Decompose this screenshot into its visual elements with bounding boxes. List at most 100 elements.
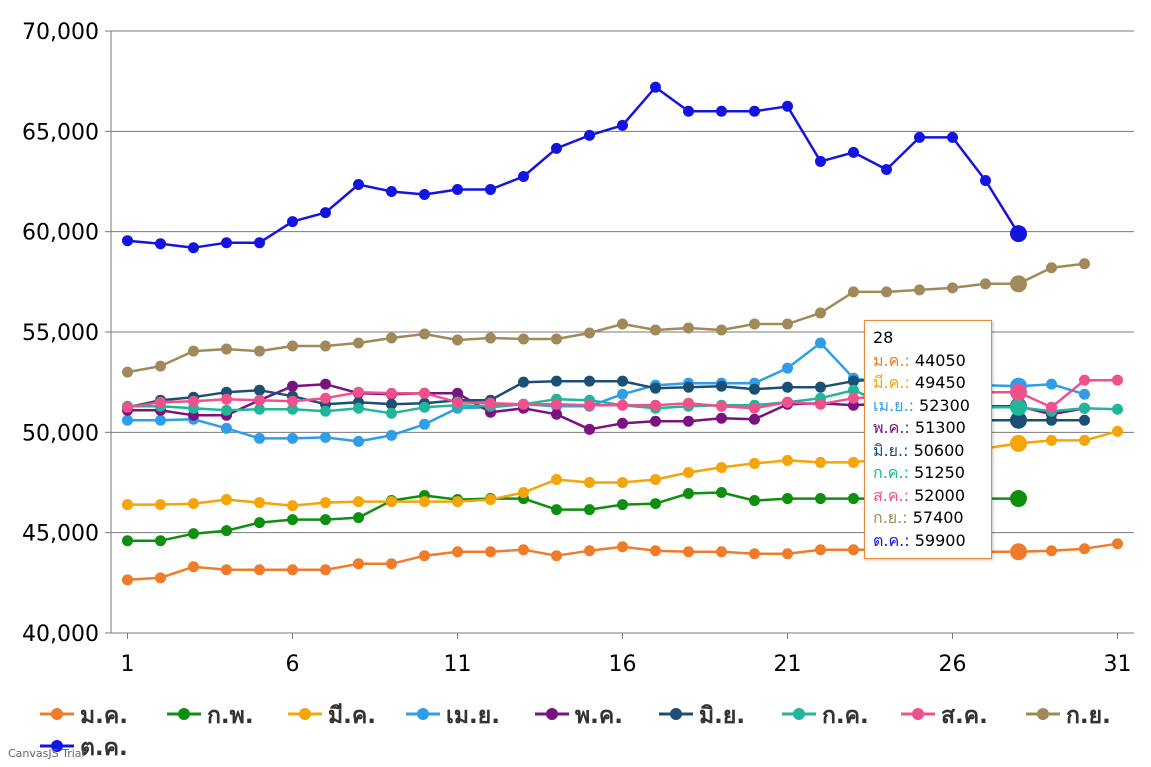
data-point[interactable] [584,129,595,141]
data-point[interactable] [419,401,430,413]
data-point[interactable] [485,397,496,409]
data-point[interactable] [320,431,331,443]
data-point[interactable] [683,546,694,558]
data-point[interactable] [221,525,232,537]
data-point[interactable] [122,535,133,547]
data-point[interactable] [716,400,727,412]
data-point[interactable] [914,131,925,143]
data-point[interactable] [914,284,925,296]
data-point[interactable] [815,337,826,349]
data-point[interactable] [1112,425,1123,437]
data-point[interactable] [848,544,859,556]
data-point[interactable] [1079,388,1090,400]
data-point[interactable] [683,466,694,478]
data-point[interactable] [1010,434,1027,452]
data-point[interactable] [683,105,694,117]
data-point[interactable] [1079,374,1090,386]
data-point[interactable] [353,435,364,447]
data-point[interactable] [1046,414,1057,426]
data-point[interactable] [386,407,397,419]
data-point[interactable] [221,494,232,506]
data-point[interactable] [1112,374,1123,386]
legend-item[interactable]: ก.ย. [1026,703,1111,729]
data-point[interactable] [188,498,199,510]
data-point[interactable] [155,499,166,511]
data-point[interactable] [287,500,298,512]
data-point[interactable] [716,380,727,392]
data-point[interactable] [1046,434,1057,446]
data-point[interactable] [485,494,496,506]
data-point[interactable] [947,282,958,294]
data-point[interactable] [320,497,331,509]
data-point[interactable] [815,155,826,167]
data-point[interactable] [683,397,694,409]
legend-item[interactable]: ส.ค. [901,703,988,729]
data-point[interactable] [749,413,760,425]
data-point[interactable] [1079,543,1090,555]
data-point[interactable] [419,189,430,201]
data-point[interactable] [287,514,298,526]
data-point[interactable] [254,345,265,357]
data-point[interactable] [254,384,265,396]
data-point[interactable] [419,328,430,340]
data-point[interactable] [848,384,859,396]
data-point[interactable] [122,574,133,586]
legend-item[interactable]: พ.ค. [535,703,623,729]
data-point[interactable] [254,237,265,249]
data-point[interactable] [353,179,364,191]
data-point[interactable] [155,535,166,547]
data-point[interactable] [155,238,166,250]
data-point[interactable] [815,381,826,393]
data-point[interactable] [155,572,166,584]
data-point[interactable] [650,415,661,427]
data-point[interactable] [749,402,760,414]
data-point[interactable] [551,142,562,154]
data-point[interactable] [188,561,199,573]
data-point[interactable] [254,432,265,444]
data-point[interactable] [221,237,232,249]
data-point[interactable] [452,334,463,346]
data-point[interactable] [848,146,859,158]
data-point[interactable] [881,286,892,298]
data-point[interactable] [1010,225,1027,243]
data-point[interactable] [386,496,397,508]
data-point[interactable] [386,387,397,399]
data-point[interactable] [782,396,793,408]
data-point[interactable] [221,564,232,576]
data-point[interactable] [980,174,991,186]
data-point[interactable] [848,286,859,298]
data-point[interactable] [221,393,232,405]
data-point[interactable] [1079,258,1090,270]
data-point[interactable] [1046,262,1057,274]
legend-item[interactable]: ก.พ. [167,703,254,729]
data-point[interactable] [254,403,265,415]
data-point[interactable] [353,558,364,570]
data-point[interactable] [419,550,430,562]
data-point[interactable] [650,473,661,485]
data-point[interactable] [716,461,727,473]
data-point[interactable] [1010,383,1027,401]
data-point[interactable] [122,414,133,426]
data-point[interactable] [254,497,265,509]
data-point[interactable] [485,332,496,344]
data-point[interactable] [716,105,727,117]
data-point[interactable] [650,81,661,93]
data-point[interactable] [848,392,859,404]
data-point[interactable] [881,163,892,175]
data-point[interactable] [122,366,133,378]
data-point[interactable] [650,498,661,510]
data-point[interactable] [188,242,199,254]
data-point[interactable] [617,318,628,330]
data-point[interactable] [782,318,793,330]
data-point[interactable] [848,493,859,505]
data-point[interactable] [650,324,661,336]
data-point[interactable] [782,493,793,505]
data-point[interactable] [1010,543,1027,561]
data-point[interactable] [320,564,331,576]
data-point[interactable] [1112,403,1123,415]
data-point[interactable] [584,375,595,387]
data-point[interactable] [584,477,595,488]
data-point[interactable] [947,131,958,143]
data-point[interactable] [650,399,661,411]
data-point[interactable] [221,343,232,355]
